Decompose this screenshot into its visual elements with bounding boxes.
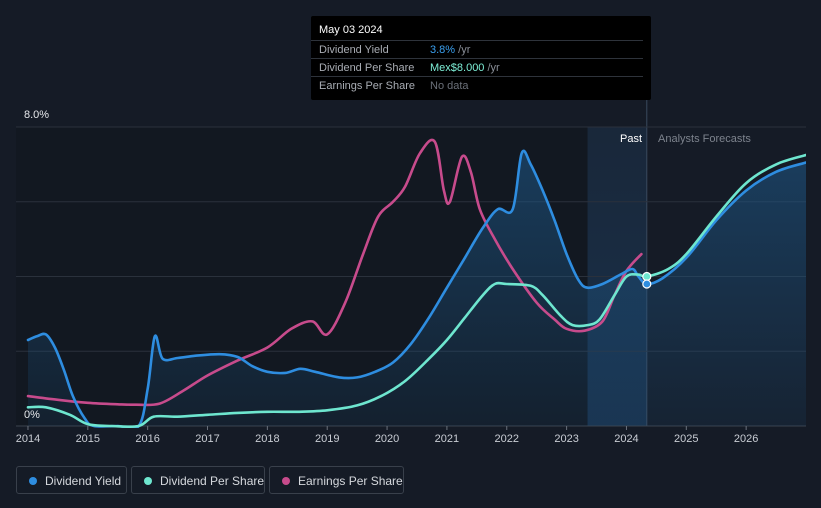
x-tick-label: 2018 bbox=[255, 433, 279, 445]
dividend-yield-dot-icon bbox=[29, 477, 37, 485]
legend-label: Dividend Per Share bbox=[160, 474, 265, 488]
legend-label: Earnings Per Share bbox=[298, 474, 403, 488]
series-line-eps bbox=[26, 138, 643, 407]
tooltip-value: Mex$8.000 bbox=[430, 62, 485, 74]
series-area-yield bbox=[28, 150, 806, 428]
earnings-per-share-dot-icon bbox=[282, 477, 290, 485]
data-tooltip: May 03 2024 Dividend Yield 3.8% /yr Divi… bbox=[311, 16, 651, 100]
marker-dps[interactable] bbox=[642, 271, 652, 282]
x-tick-label: 2014 bbox=[16, 433, 40, 445]
x-tick-label: 2015 bbox=[76, 433, 100, 445]
forecast-region-label: Analysts Forecasts bbox=[658, 133, 751, 145]
legend-item-dividend-yield[interactable]: Dividend Yield bbox=[16, 466, 127, 494]
tooltip-value: No data bbox=[430, 80, 469, 92]
tooltip-value: 3.8% bbox=[430, 44, 456, 56]
past-region-label: Past bbox=[620, 133, 642, 145]
tooltip-unit: /yr bbox=[484, 62, 500, 74]
tooltip-label: Dividend Per Share bbox=[319, 62, 415, 74]
tooltip-row-earnings-per-share: Earnings Per Share No data bbox=[311, 76, 643, 95]
tooltip-date: May 03 2024 bbox=[319, 24, 383, 36]
x-tick-label: 2016 bbox=[135, 433, 159, 445]
tooltip-unit: /yr bbox=[455, 44, 471, 56]
x-tick-label: 2023 bbox=[554, 433, 578, 445]
legend-item-earnings-per-share[interactable]: Earnings Per Share bbox=[269, 466, 404, 494]
legend-item-dividend-per-share[interactable]: Dividend Per Share bbox=[131, 466, 265, 494]
x-tick-label: 2024 bbox=[614, 433, 638, 445]
y-axis-bottom-label: 0% bbox=[24, 409, 40, 421]
x-tick-label: 2022 bbox=[495, 433, 519, 445]
y-axis-top-label: 8.0% bbox=[24, 109, 49, 121]
x-tick-label: 2019 bbox=[315, 433, 339, 445]
x-tick-label: 2026 bbox=[734, 433, 758, 445]
x-tick-label: 2021 bbox=[435, 433, 459, 445]
x-tick-label: 2017 bbox=[195, 433, 219, 445]
tooltip-label: Earnings Per Share bbox=[319, 80, 415, 92]
tooltip-row-dividend-per-share: Dividend Per Share Mex$8.000 /yr bbox=[311, 58, 643, 77]
tooltip-row-dividend-yield: Dividend Yield 3.8% /yr bbox=[311, 40, 643, 59]
tooltip-label: Dividend Yield bbox=[319, 44, 389, 56]
dividend-per-share-dot-icon bbox=[144, 477, 152, 485]
legend-label: Dividend Yield bbox=[45, 474, 122, 488]
marker-yield[interactable] bbox=[642, 279, 652, 289]
x-tick-label: 2020 bbox=[375, 433, 399, 445]
x-tick-label: 2025 bbox=[674, 433, 698, 445]
